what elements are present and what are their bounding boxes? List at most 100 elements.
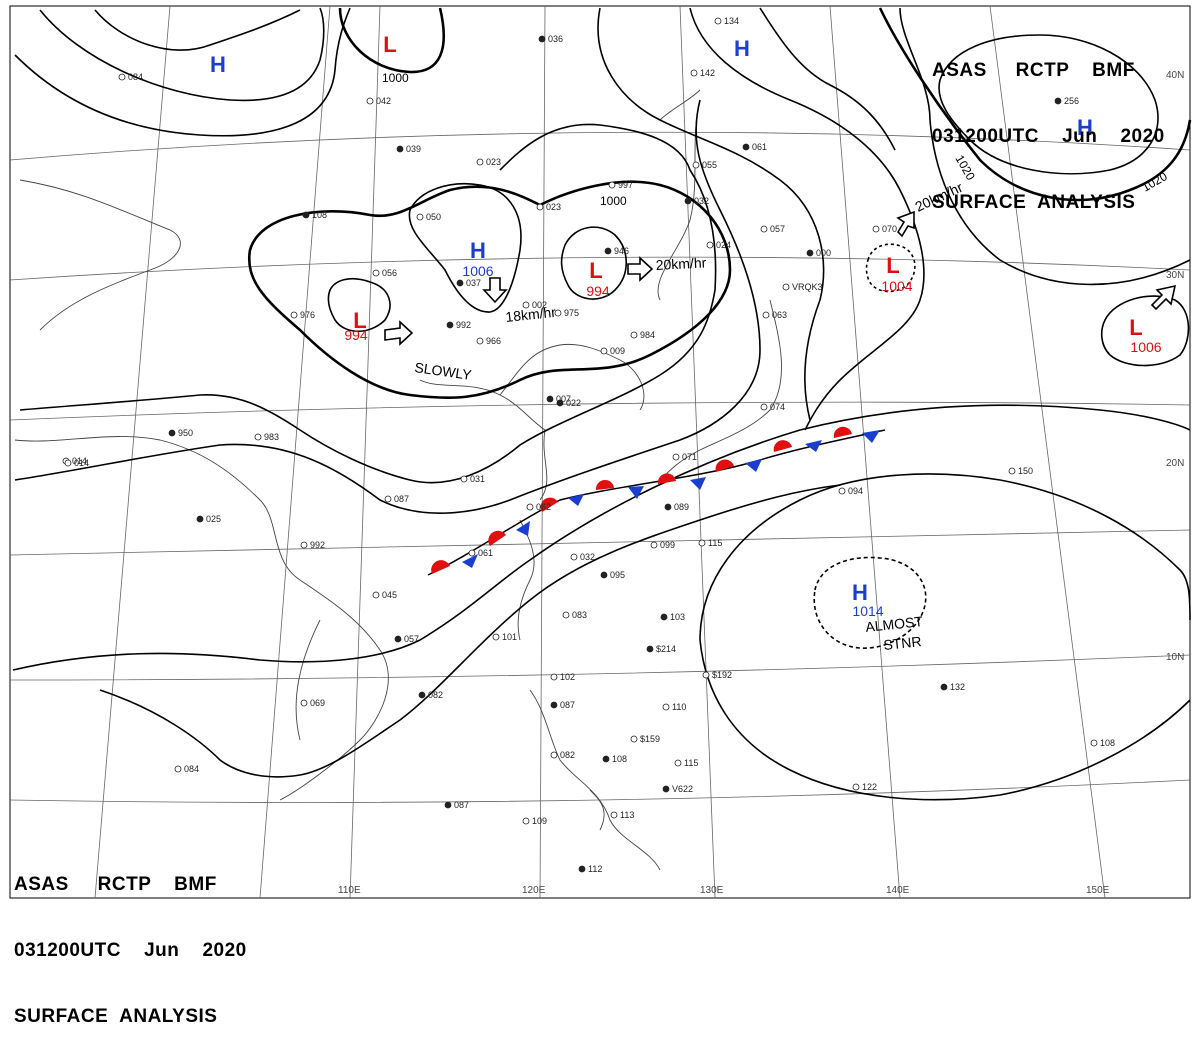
station-pressure-code: 110 [672, 702, 686, 712]
low-pressure-symbol: L [383, 32, 396, 57]
station-pressure-code: 083 [572, 610, 587, 620]
station-marker [630, 735, 638, 743]
station-marker [300, 541, 308, 549]
header-line: ASAS RCTP BMF [14, 874, 217, 895]
motion-label: ALMOST [865, 613, 924, 635]
station-pressure-code: 966 [486, 336, 501, 346]
station-reports: 036 084 042 039 023 023 108 050 056 037 976 966 992 0… [62, 16, 1115, 874]
station-pressure-code: 087 [560, 700, 575, 710]
header-line: ASAS RCTP BMF [932, 60, 1135, 81]
station-marker [446, 321, 454, 329]
station-pressure-code: 087 [454, 800, 469, 810]
station-marker [690, 69, 698, 77]
station-marker [302, 211, 310, 219]
station-pressure-code: 022 [566, 398, 581, 408]
latitude-labels: 40N 30N 20N 10N [1166, 70, 1184, 663]
lat-label: 40N [1166, 70, 1184, 81]
motion-arrow [896, 210, 915, 238]
station-marker [698, 539, 706, 547]
station-pressure-code: 112 [588, 864, 602, 874]
lon-label: 110E [338, 885, 361, 896]
motion-label: 18km/hr [505, 304, 557, 325]
station-marker [604, 247, 612, 255]
isobar-label: 1000 [382, 71, 409, 85]
station-pressure-code: 113 [620, 810, 634, 820]
station-marker [672, 453, 680, 461]
station-pressure-code: 108 [1100, 738, 1115, 748]
station-marker [570, 553, 578, 561]
station-marker [660, 613, 668, 621]
lon-label: 120E [522, 885, 546, 896]
station-marker [762, 311, 770, 319]
low-pressure-symbol: L [886, 253, 899, 278]
pressure-value: 994 [344, 327, 368, 343]
station-marker [396, 145, 404, 153]
stationary-front [427, 426, 886, 576]
station-marker [782, 283, 790, 291]
pressure-systems: H L H H H 1006 L 994 L 994 L 1004 L 1006… [210, 32, 1162, 619]
isobar-labels: 1000 1000 1020 1020 [382, 71, 1170, 208]
station-pressure-code: 101 [502, 632, 517, 642]
station-marker [650, 541, 658, 549]
station-pressure-code: 023 [546, 202, 561, 212]
header-line: SURFACE ANALYSIS [14, 1006, 218, 1027]
station-pressure-code: 084 [128, 72, 143, 82]
station-pressure-code: 109 [532, 816, 547, 826]
station-marker [196, 515, 204, 523]
station-marker [64, 459, 72, 467]
station-pressure-code: 063 [772, 310, 787, 320]
high-pressure-symbol: H [470, 238, 486, 263]
station-pressure-code: 014 [72, 456, 87, 466]
station-marker [602, 755, 610, 763]
pressure-value: 994 [586, 283, 610, 299]
station-pressure-code: 084 [184, 764, 199, 774]
station-pressure-code: 024 [716, 240, 731, 250]
isobar-label: 1000 [600, 194, 627, 208]
station-marker [254, 433, 262, 441]
station-pressure-code: 976 [300, 310, 315, 320]
station-pressure-code: 992 [310, 540, 325, 550]
station-pressure-code: 070 [882, 224, 897, 234]
cold-front-triangles [462, 430, 880, 568]
station-marker [600, 571, 608, 579]
header-line: 031200UTC Jun 2020 [14, 940, 247, 961]
station-marker [550, 701, 558, 709]
station-marker [760, 225, 768, 233]
coastlines [14, 89, 782, 871]
station-marker [536, 203, 544, 211]
station-marker [610, 811, 618, 819]
station-marker [608, 181, 616, 189]
motion-arrow [482, 277, 508, 304]
lat-label: 20N [1166, 458, 1184, 469]
station-marker [692, 161, 700, 169]
station-marker [492, 633, 500, 641]
station-marker [806, 249, 814, 257]
station-pressure-code: 050 [426, 212, 441, 222]
motion-arrows [384, 210, 1177, 346]
station-marker [460, 475, 468, 483]
station-pressure-code: 142 [700, 68, 715, 78]
station-pressure-code: 000 [816, 248, 831, 258]
station-marker [522, 301, 530, 309]
station-marker [554, 309, 562, 317]
station-pressure-code: 039 [406, 144, 421, 154]
station-marker [168, 429, 176, 437]
station-marker [444, 801, 452, 809]
low-pressure-symbol: L [353, 308, 366, 333]
station-marker [852, 783, 860, 791]
motion-arrow [384, 320, 414, 346]
station-marker [662, 703, 670, 711]
weather-map: 1000 1000 1020 1020 [9, 5, 1192, 899]
station-marker [550, 673, 558, 681]
station-marker [838, 487, 846, 495]
station-marker [562, 611, 570, 619]
station-marker [468, 549, 476, 557]
station-marker [1008, 467, 1016, 475]
station-marker [600, 347, 608, 355]
station-pressure-code: 975 [564, 308, 579, 318]
motion-arrow [1150, 284, 1177, 311]
station-pressure-code: 089 [674, 502, 689, 512]
station-marker [1090, 739, 1098, 747]
motion-arrow [627, 256, 654, 282]
station-pressure-code: 087 [394, 494, 409, 504]
